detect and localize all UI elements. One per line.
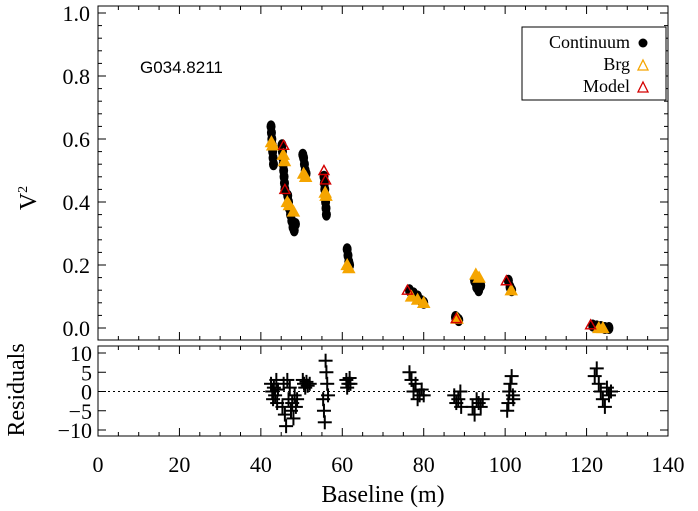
residual-point xyxy=(467,407,482,422)
model-point xyxy=(278,182,292,195)
residual-point xyxy=(317,415,332,430)
residual-point xyxy=(453,384,468,399)
top-y-tick-label: 1.0 xyxy=(63,1,91,26)
residual-point xyxy=(321,388,336,403)
model-point xyxy=(319,173,332,185)
residual-point xyxy=(504,369,519,384)
top-y-tick-label: 0.2 xyxy=(63,253,91,278)
brg-point xyxy=(472,270,486,283)
brg-point xyxy=(277,154,292,167)
residual-point xyxy=(275,399,290,414)
residual-point xyxy=(402,365,417,380)
residual-point xyxy=(286,411,301,426)
legend-label-continuum: Continuum xyxy=(549,32,630,52)
y-axis-title-bottom: Residuals xyxy=(4,343,30,436)
x-tick-label: 20 xyxy=(168,452,190,477)
bottom-y-tick-label: 0 xyxy=(81,380,92,405)
x-tick-label: 140 xyxy=(652,452,685,477)
top-y-tick-label: 0.0 xyxy=(63,316,91,341)
residual-point xyxy=(475,392,490,407)
brg-point xyxy=(596,320,610,334)
top-y-tick-label: 0.8 xyxy=(63,64,91,89)
continuum-point xyxy=(290,218,300,231)
x-tick-label: 120 xyxy=(570,452,603,477)
brg-point xyxy=(416,295,431,308)
brg-point xyxy=(342,261,356,274)
brg-point xyxy=(319,188,333,201)
legend: Continuum Brg Model xyxy=(521,26,667,101)
model-point xyxy=(450,312,463,324)
model-point xyxy=(317,164,331,176)
continuum-point xyxy=(268,158,278,171)
x-tick-label: 40 xyxy=(250,452,272,477)
continuum-point xyxy=(321,208,331,221)
x-tick-label: 60 xyxy=(331,452,353,477)
model-point xyxy=(401,283,414,295)
top-y-tick-label: 0.6 xyxy=(63,127,91,152)
residual-point xyxy=(282,380,297,395)
brg-point xyxy=(286,204,301,217)
residual-point xyxy=(290,392,305,407)
residual-point xyxy=(506,392,521,407)
x-tick-label: 0 xyxy=(93,452,104,477)
residual-point xyxy=(416,388,431,403)
brg-point xyxy=(265,138,280,151)
residual-point xyxy=(279,419,294,434)
bottom-y-tick-label: −10 xyxy=(58,418,92,443)
residual-point xyxy=(589,361,604,376)
bottom-y-tick-label: 10 xyxy=(70,341,92,366)
legend-label-model: Model xyxy=(583,76,630,96)
legend-marker-model xyxy=(636,80,650,93)
residual-point xyxy=(277,407,292,422)
y-axis-title-letter: V xyxy=(16,192,42,210)
brg-point xyxy=(298,169,313,182)
residual-points xyxy=(264,353,618,434)
residual-point xyxy=(302,376,317,391)
residual-point xyxy=(591,376,606,391)
y-axis-title-top: V2 xyxy=(16,186,42,210)
visibility-panel: 0.0 0.2 0.4 0.6 0.8 1.0 G034.8211 V2 Continuu… xyxy=(16,1,669,341)
residual-point xyxy=(604,384,618,399)
legend-label-brg: Brg xyxy=(603,54,630,74)
residual-point xyxy=(597,399,612,414)
residual-point xyxy=(280,372,295,387)
visibility-axes: 0.0 0.2 0.4 0.6 0.8 1.0 xyxy=(63,1,669,341)
brg-point xyxy=(410,292,425,305)
legend-marker-continuum xyxy=(638,38,648,48)
x-tick-label: 100 xyxy=(489,452,522,477)
target-name-annotation: G034.8211 xyxy=(140,58,223,77)
top-y-tick-label: 0.4 xyxy=(63,190,91,215)
residual-point xyxy=(451,392,466,407)
brg-point xyxy=(504,283,519,296)
residual-point xyxy=(408,376,423,391)
residual-point xyxy=(340,380,355,395)
model-point xyxy=(584,318,597,330)
residual-point xyxy=(300,378,315,393)
brg-point xyxy=(404,289,419,302)
y-axis-title-superscript: 2 xyxy=(16,186,31,193)
residual-point xyxy=(343,376,358,391)
visibility-points xyxy=(264,120,614,334)
x-axis-title: Baseline (m) xyxy=(321,482,444,508)
x-tick-label: 80 xyxy=(413,452,435,477)
residual-point xyxy=(288,399,303,414)
bottom-y-tick-label: 5 xyxy=(81,360,92,385)
residual-point xyxy=(473,399,488,414)
model-point xyxy=(277,138,290,151)
residual-point xyxy=(270,382,285,397)
residual-point xyxy=(587,369,602,384)
residual-point xyxy=(503,376,518,391)
residual-point xyxy=(414,382,429,397)
residual-point xyxy=(268,388,283,403)
model-point xyxy=(500,274,513,286)
legend-marker-brg xyxy=(636,58,650,71)
bottom-y-tick-label: −5 xyxy=(69,399,92,424)
residual-point xyxy=(500,403,515,418)
